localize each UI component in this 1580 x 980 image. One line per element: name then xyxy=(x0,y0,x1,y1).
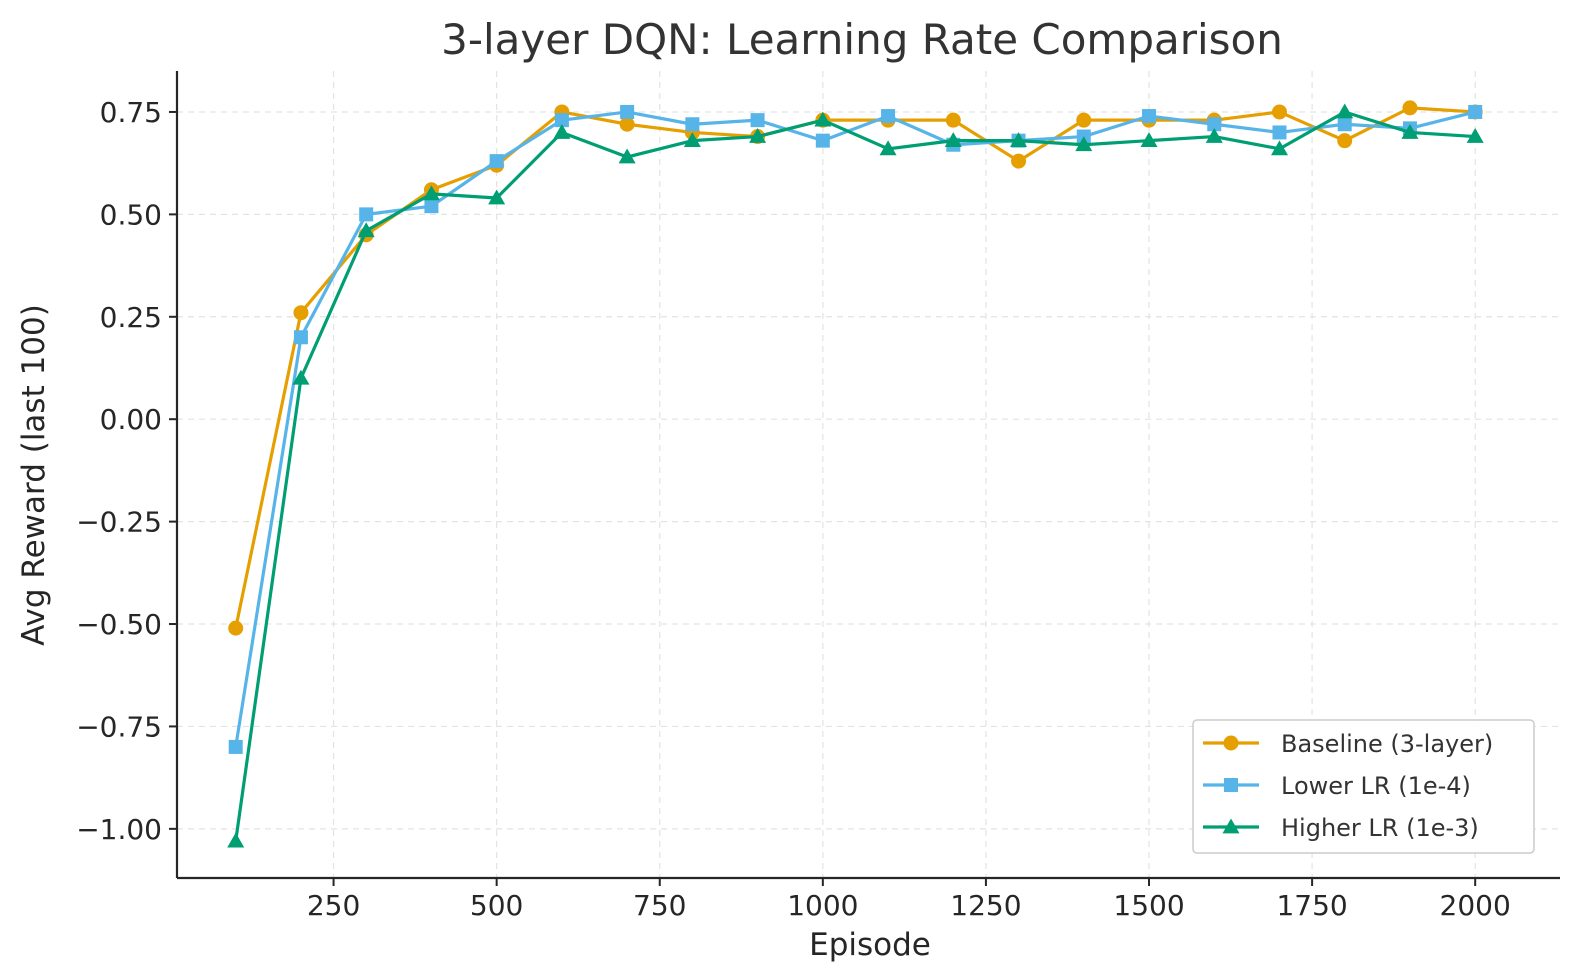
x-tick-label: 750 xyxy=(633,889,686,922)
x-tick-label: 2000 xyxy=(1440,889,1511,922)
data-point xyxy=(881,109,896,124)
data-point xyxy=(945,112,961,128)
y-tick-label: 0.00 xyxy=(100,403,162,436)
y-tick-label: 0.50 xyxy=(100,198,162,231)
data-point xyxy=(1205,128,1223,143)
x-axis-ticks: 250 500 750 1000 1250 1500 1750 2000 xyxy=(307,878,1511,922)
y-tick-label: −0.25 xyxy=(76,506,162,539)
data-point xyxy=(293,305,309,321)
data-point xyxy=(1468,104,1483,119)
legend-item: Baseline (3-layer) xyxy=(1203,730,1493,758)
y-tick-label: 0.75 xyxy=(100,96,162,129)
x-tick-label: 1000 xyxy=(787,889,858,922)
data-point xyxy=(489,154,504,169)
y-tick-label: −0.50 xyxy=(76,608,162,641)
data-point xyxy=(1402,100,1418,116)
data-point xyxy=(488,189,506,205)
grid xyxy=(177,71,1560,878)
data-point xyxy=(1337,133,1353,149)
y-tick-label: −1.00 xyxy=(76,813,162,846)
legend-label: Higher LR (1e-3) xyxy=(1281,814,1479,842)
data-point xyxy=(749,128,767,143)
legend-item: Higher LR (1e-3) xyxy=(1203,814,1479,842)
data-point xyxy=(1142,109,1157,124)
data-point xyxy=(1010,132,1028,148)
y-axis-ticks: −1.00 −0.75 −0.50 −0.25 0.00 0.25 0.50 0.75 xyxy=(76,96,177,846)
data-point xyxy=(1337,117,1352,132)
data-point xyxy=(620,104,635,119)
x-tick-label: 1500 xyxy=(1113,889,1184,922)
data-point xyxy=(1075,136,1093,152)
data-point xyxy=(1336,103,1354,119)
y-tick-label: 0.25 xyxy=(100,301,162,334)
legend-item: Lower LR (1e-4) xyxy=(1203,772,1471,800)
data-point xyxy=(424,199,439,214)
x-tick-label: 1250 xyxy=(950,889,1021,922)
data-point xyxy=(1270,140,1288,156)
series-line xyxy=(234,110,1477,749)
data-point xyxy=(683,132,701,148)
x-tick-label: 500 xyxy=(470,889,523,922)
data-point xyxy=(944,132,962,148)
legend-marker xyxy=(1223,735,1239,751)
data-point xyxy=(1271,104,1287,120)
data-point xyxy=(1207,117,1222,132)
data-point xyxy=(814,111,832,127)
series-group xyxy=(227,100,1484,848)
chart-title: 3-layer DQN: Learning Rate Comparison xyxy=(441,15,1283,64)
data-point xyxy=(1401,123,1419,139)
legend-marker xyxy=(1222,818,1240,834)
data-point xyxy=(292,369,310,385)
data-point xyxy=(1140,132,1158,148)
legend-marker xyxy=(1224,778,1238,792)
data-point xyxy=(553,123,571,139)
data-point xyxy=(228,620,244,636)
axes xyxy=(175,71,1560,880)
series-lower-lr-1e-4 xyxy=(228,104,1483,754)
series-higher-lr-1e-3 xyxy=(227,103,1484,848)
data-point xyxy=(293,330,308,345)
data-point xyxy=(228,739,243,754)
data-point xyxy=(554,113,569,128)
series-line xyxy=(234,110,1477,843)
x-tick-label: 1750 xyxy=(1276,889,1347,922)
data-point xyxy=(618,148,636,164)
data-point xyxy=(1011,153,1027,169)
data-point xyxy=(227,832,245,848)
series-line xyxy=(234,106,1477,630)
data-point xyxy=(750,113,765,128)
data-point xyxy=(685,117,700,132)
y-axis-label: Avg Reward (last 100) xyxy=(16,304,52,646)
data-point xyxy=(1466,128,1484,143)
x-axis-label: Episode xyxy=(809,927,931,963)
x-tick-label: 250 xyxy=(307,889,360,922)
y-tick-label: −0.75 xyxy=(76,710,162,743)
data-point xyxy=(619,116,635,132)
data-point xyxy=(815,133,830,148)
data-point xyxy=(422,185,440,201)
data-point xyxy=(879,140,897,156)
legend-label: Lower LR (1e-4) xyxy=(1281,772,1471,800)
legend-label: Baseline (3-layer) xyxy=(1281,730,1493,758)
data-point xyxy=(357,222,375,238)
legend: Baseline (3-layer) Lower LR (1e-4) Higher … xyxy=(1192,719,1535,854)
data-point xyxy=(1272,125,1287,140)
legend-box xyxy=(1192,719,1535,854)
data-point xyxy=(359,207,374,222)
data-point xyxy=(1076,112,1092,128)
